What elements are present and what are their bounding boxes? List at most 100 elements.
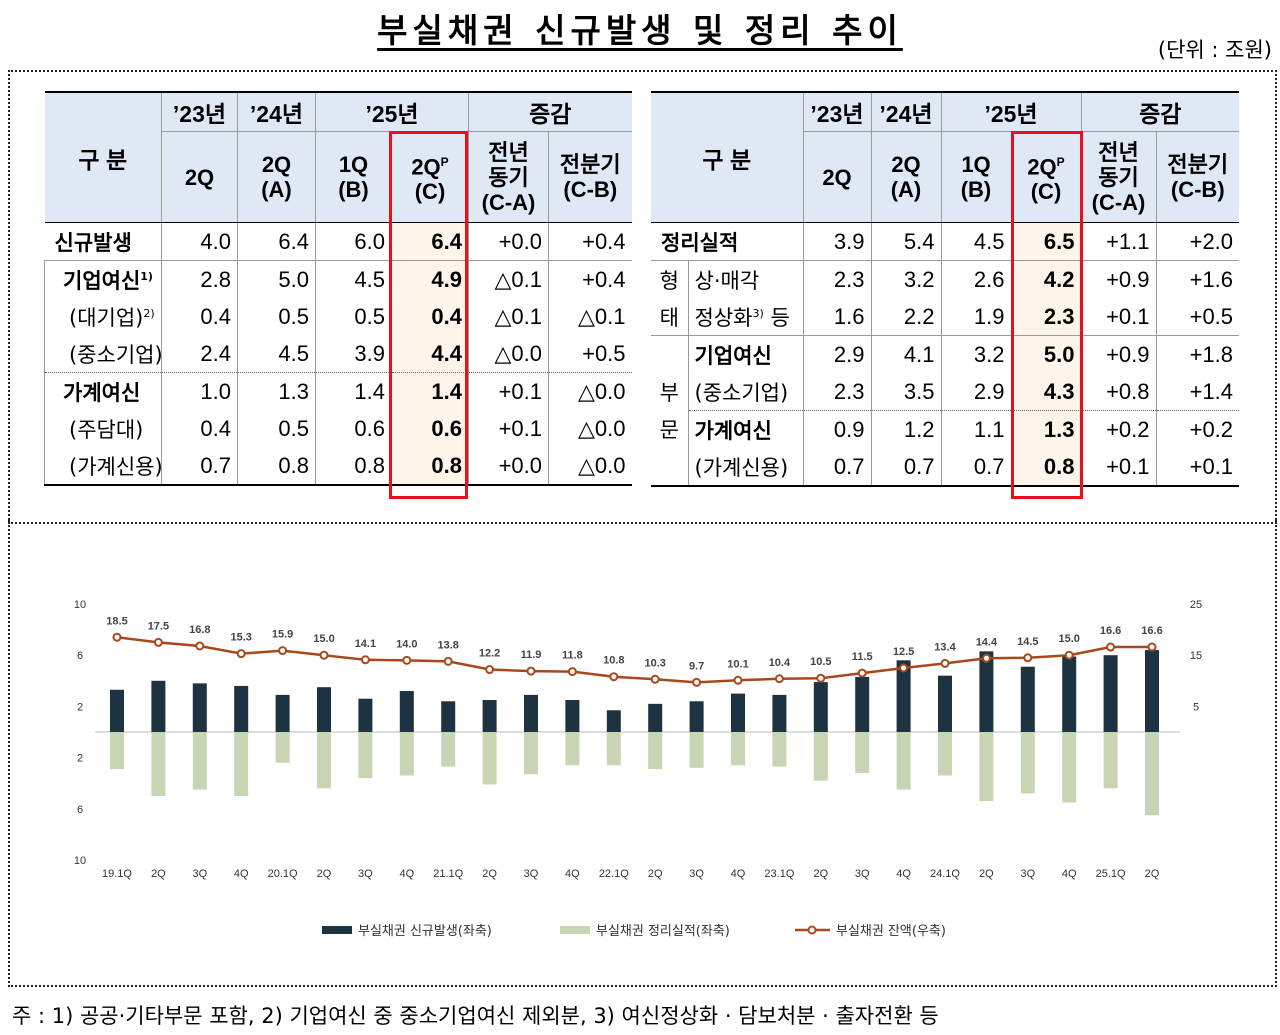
footnote: 주 : 1) 공공·기타부문 포함, 2) 기업여신 중 중소기업여신 제외분,… xyxy=(12,1004,939,1028)
row-label: (가계신용) xyxy=(69,454,163,479)
header-gubun: 구 분 xyxy=(44,91,162,223)
cell-5-3: 0.6 xyxy=(391,410,470,447)
row-label: 가계여신 xyxy=(63,380,141,405)
x-tick-label: 21.1Q xyxy=(433,868,463,880)
cell-6-3: 0.8 xyxy=(391,447,470,486)
table-row: 기업여신1) 2.8 5.0 4.5 4.9 △0.1 +0.4 xyxy=(44,260,632,298)
row-label: 신규발생 xyxy=(54,230,132,255)
cell-0-3: 6.5 xyxy=(1011,222,1082,261)
cell-6-3: 0.8 xyxy=(1011,448,1082,487)
cell-1-5: +0.4 xyxy=(582,266,626,292)
cell-0-3: 6.4 xyxy=(391,222,470,261)
x-tick-label: 2Q xyxy=(1145,868,1160,880)
cell-2-3: 2.3 xyxy=(1011,298,1082,336)
bar-new-9 xyxy=(482,700,497,732)
x-tick-label: 24.1Q xyxy=(930,868,960,880)
cell-6-1: 0.8 xyxy=(237,447,316,486)
balance-point-12 xyxy=(609,672,619,682)
table-row: (주담대) 0.4 0.5 0.6 0.6 +0.1 △0.0 xyxy=(44,410,632,447)
cell-6-1: 0.7 xyxy=(871,448,942,487)
x-tick-label: 20.1Q xyxy=(268,868,298,880)
balance-data-label: 11.8 xyxy=(562,650,583,662)
bar-cleared-24 xyxy=(1103,732,1118,789)
x-tick-label: 19.1Q xyxy=(102,868,132,880)
cell-1-3: 4.9 xyxy=(391,260,470,298)
bar-cleared-13 xyxy=(648,732,663,770)
cell-4-4: +0.1 xyxy=(468,372,550,410)
cell-1-3: 4.2 xyxy=(1011,260,1082,298)
balance-point-16 xyxy=(774,674,784,684)
bar-new-5 xyxy=(317,687,331,732)
cell-3-0: 2.9 xyxy=(803,335,872,373)
balance-data-label: 16.6 xyxy=(1100,625,1121,637)
bar-new-12 xyxy=(606,710,621,732)
cell-6-0: 0.7 xyxy=(161,447,238,486)
row-header: (대기업)2) xyxy=(44,298,162,335)
cell-4-3: 4.3 xyxy=(1011,373,1082,411)
highlight-left-2q xyxy=(389,131,468,499)
row-header: (가계신용) xyxy=(688,448,804,487)
balance-data-label: 16.8 xyxy=(189,624,210,636)
cell-0-4: +0.0 xyxy=(468,222,550,261)
bar-cleared-5 xyxy=(317,732,331,789)
row-label: 상·매각 xyxy=(694,268,760,293)
row-header: 신규발생 xyxy=(44,222,162,261)
cell-4-0: 2.3 xyxy=(803,373,872,411)
row-label: (가계신용) xyxy=(694,455,789,480)
header-year-24: ’24년 xyxy=(237,91,316,132)
cell-5-1: 0.5 xyxy=(237,410,316,447)
balance-data-label: 13.8 xyxy=(437,639,458,651)
bar-new-22 xyxy=(1020,666,1035,732)
row-header: 상·매각 xyxy=(688,260,804,298)
header-25-2q: 2QP (C) xyxy=(391,131,470,223)
cell-3-0: 2.4 xyxy=(161,335,238,373)
balance-point-9 xyxy=(485,665,495,675)
bar-cleared-14 xyxy=(689,732,704,768)
bar-new-21 xyxy=(979,651,994,732)
balance-data-label: 14.4 xyxy=(976,636,998,648)
left-tick-label: 6 xyxy=(77,804,83,816)
row-label: (대기업) xyxy=(69,305,144,330)
balance-data-label: 14.5 xyxy=(1017,636,1038,648)
row-label: 기업여신 xyxy=(63,268,141,293)
cell-3-5: +1.8 xyxy=(1189,341,1234,367)
row-label: 가계여신 xyxy=(694,418,772,443)
balance-data-label: 11.5 xyxy=(852,651,873,663)
cell-5-0: 0.4 xyxy=(161,410,238,447)
right-tick-label: 5 xyxy=(1193,701,1199,713)
header-year-23: ’23년 xyxy=(161,91,238,132)
chart-section xyxy=(8,520,1277,987)
balance-data-label: 13.4 xyxy=(934,641,956,653)
unit-label: (단위 : 조원) xyxy=(1157,38,1272,62)
row-header: 기업여신 xyxy=(688,335,804,373)
balance-data-label: 15.9 xyxy=(272,629,293,641)
balance-data-label: 12.5 xyxy=(893,646,914,658)
bar-cleared-2 xyxy=(192,732,207,790)
balance-point-18 xyxy=(857,668,867,678)
balance-data-label: 10.3 xyxy=(644,657,665,669)
row-group xyxy=(651,335,689,373)
left-tick-label: 6 xyxy=(77,650,83,662)
table-row: (중소기업) 2.4 4.5 3.9 4.4 △0.0 +0.5 xyxy=(44,335,632,373)
cell-3-1: 4.5 xyxy=(237,335,316,373)
row-group: 문 xyxy=(651,410,689,448)
bar-cleared-11 xyxy=(565,732,580,766)
balance-point-21 xyxy=(981,653,991,663)
header-year-25: ’25년 xyxy=(941,91,1082,132)
row-label-footnote-mark: 3) xyxy=(752,306,764,320)
cell-5-2: 0.6 xyxy=(315,410,392,447)
cell-2-4: △0.1 xyxy=(468,298,550,335)
row-header: 가계여신 xyxy=(44,372,162,410)
header-25-1q: 1Q (B) xyxy=(315,131,392,223)
bar-cleared-21 xyxy=(979,732,994,802)
bar-cleared-12 xyxy=(606,732,621,766)
header-yoy: 전년 동기 (C-A) xyxy=(1081,131,1157,223)
cell-4-2: 1.4 xyxy=(315,372,392,410)
header-change: 증감 xyxy=(468,91,632,132)
legend-swatch-cleared xyxy=(560,926,590,934)
header-qoq: 전분기 (C-B) xyxy=(1156,131,1240,223)
row-label-footnote-mark: 2) xyxy=(143,306,155,320)
cell-6-4: +0.1 xyxy=(1081,448,1157,487)
x-tick-label: 2Q xyxy=(482,868,497,880)
bar-cleared-7 xyxy=(399,732,414,776)
